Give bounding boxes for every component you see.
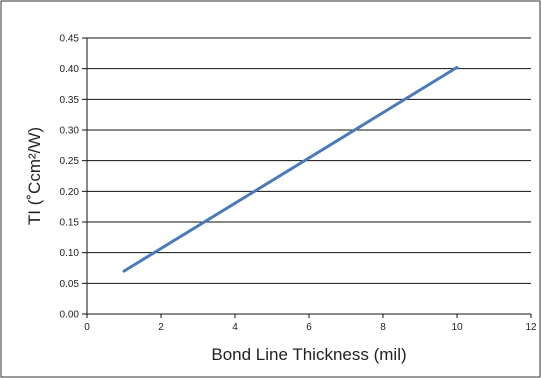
grid-lines bbox=[87, 37, 531, 284]
y-tick-label: 0.40 bbox=[60, 64, 80, 75]
x-axis-title: Bond Line Thickness (mil) bbox=[211, 345, 406, 364]
y-tick-label: 0.15 bbox=[60, 218, 80, 229]
y-axis-title: TI (˚Ccm²/W) bbox=[25, 127, 44, 225]
x-tick-label: 12 bbox=[525, 322, 537, 333]
y-tick-label: 0.35 bbox=[60, 95, 80, 106]
x-tick-label: 10 bbox=[451, 322, 463, 333]
y-tick-label: 0.10 bbox=[60, 248, 80, 259]
y-tick-label: 0.00 bbox=[60, 310, 80, 321]
tick-labels: 0.00 0.05 0.10 0.15 0.20 0.25 0.30 0.35 0.40 0.45… bbox=[60, 34, 537, 334]
axes bbox=[82, 37, 532, 318]
x-tick-label: 0 bbox=[84, 322, 90, 333]
series bbox=[122, 65, 459, 273]
x-tick-label: 2 bbox=[158, 322, 164, 333]
y-tick-label: 0.25 bbox=[60, 156, 80, 167]
y-tick-label: 0.45 bbox=[60, 34, 80, 45]
x-tick-label: 6 bbox=[306, 322, 312, 333]
x-tick-label: 4 bbox=[232, 322, 238, 333]
y-tick-label: 0.05 bbox=[60, 279, 80, 290]
y-tick-label: 0.20 bbox=[60, 187, 80, 198]
y-tick-label: 0.30 bbox=[60, 126, 80, 137]
series-line bbox=[122, 65, 459, 273]
x-tick-label: 8 bbox=[380, 322, 386, 333]
